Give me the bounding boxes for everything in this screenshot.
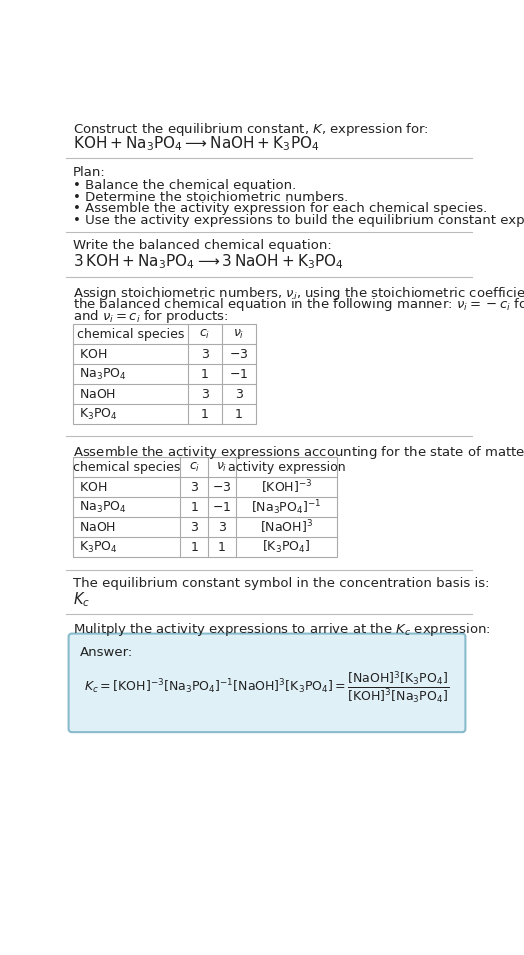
Text: $\nu_i$: $\nu_i$: [233, 328, 245, 341]
Text: $\mathrm{KOH + Na_3PO_4 \longrightarrow NaOH + K_3PO_4}$: $\mathrm{KOH + Na_3PO_4 \longrightarrow …: [73, 134, 320, 153]
Text: 1: 1: [190, 541, 198, 554]
Text: $\mathrm{KOH}$: $\mathrm{KOH}$: [80, 348, 107, 361]
Text: $\mathrm{K_3PO_4}$: $\mathrm{K_3PO_4}$: [80, 407, 118, 422]
Text: Construct the equilibrium constant, $K$, expression for:: Construct the equilibrium constant, $K$,…: [73, 120, 429, 138]
Text: activity expression: activity expression: [227, 460, 345, 474]
Text: Assemble the activity expressions accounting for the state of matter and $\nu_i$: Assemble the activity expressions accoun…: [73, 444, 524, 461]
FancyBboxPatch shape: [73, 457, 337, 558]
Text: 3: 3: [235, 388, 243, 400]
Text: $[\mathrm{Na_3PO_4}]^{-1}$: $[\mathrm{Na_3PO_4}]^{-1}$: [251, 498, 322, 517]
Text: $c_i$: $c_i$: [189, 460, 200, 474]
Text: Mulitply the activity expressions to arrive at the $K_c$ expression:: Mulitply the activity expressions to arr…: [73, 622, 491, 638]
Text: $[\mathrm{NaOH}]^{3}$: $[\mathrm{NaOH}]^{3}$: [260, 519, 313, 536]
Text: $-3$: $-3$: [212, 480, 232, 494]
Text: $c_i$: $c_i$: [199, 328, 211, 341]
Text: the balanced chemical equation in the following manner: $\nu_i = -c_i$ for react: the balanced chemical equation in the fo…: [73, 296, 524, 313]
Text: 3: 3: [190, 520, 198, 534]
Text: 3: 3: [201, 348, 209, 361]
Text: $K_c = [\mathrm{KOH}]^{-3}[\mathrm{Na_3PO_4}]^{-1}[\mathrm{NaOH}]^{3}[\mathrm{K_: $K_c = [\mathrm{KOH}]^{-3}[\mathrm{Na_3P…: [84, 668, 450, 705]
FancyBboxPatch shape: [69, 633, 465, 732]
Text: 3: 3: [201, 388, 209, 400]
Text: $[\mathrm{K_3PO_4}]$: $[\mathrm{K_3PO_4}]$: [262, 540, 311, 556]
Text: $\mathrm{3\,KOH + Na_3PO_4 \longrightarrow 3\,NaOH + K_3PO_4}$: $\mathrm{3\,KOH + Na_3PO_4 \longrightarr…: [73, 252, 344, 271]
Text: 1: 1: [201, 368, 209, 381]
Text: $\mathrm{K_3PO_4}$: $\mathrm{K_3PO_4}$: [80, 540, 118, 555]
Text: 3: 3: [190, 480, 198, 494]
Text: $K_c$: $K_c$: [73, 590, 90, 609]
FancyBboxPatch shape: [73, 324, 256, 424]
Text: $-1$: $-1$: [212, 500, 232, 514]
Text: • Balance the chemical equation.: • Balance the chemical equation.: [73, 180, 297, 192]
Text: Plan:: Plan:: [73, 166, 106, 180]
Text: Assign stoichiometric numbers, $\nu_i$, using the stoichiometric coefficients, $: Assign stoichiometric numbers, $\nu_i$, …: [73, 285, 524, 302]
Text: Answer:: Answer:: [80, 646, 133, 659]
Text: 3: 3: [218, 520, 226, 534]
Text: • Assemble the activity expression for each chemical species.: • Assemble the activity expression for e…: [73, 202, 487, 216]
Text: • Determine the stoichiometric numbers.: • Determine the stoichiometric numbers.: [73, 191, 348, 203]
Text: $\mathrm{Na_3PO_4}$: $\mathrm{Na_3PO_4}$: [80, 367, 127, 382]
Text: and $\nu_i = c_i$ for products:: and $\nu_i = c_i$ for products:: [73, 308, 229, 325]
Text: $[\mathrm{KOH}]^{-3}$: $[\mathrm{KOH}]^{-3}$: [260, 478, 312, 496]
Text: chemical species: chemical species: [73, 460, 180, 474]
Text: chemical species: chemical species: [77, 328, 184, 341]
Text: 1: 1: [218, 541, 226, 554]
Text: $\nu_i$: $\nu_i$: [216, 460, 228, 474]
Text: $\mathrm{KOH}$: $\mathrm{KOH}$: [80, 480, 107, 494]
Text: $-3$: $-3$: [230, 348, 249, 361]
Text: 1: 1: [201, 408, 209, 420]
Text: Write the balanced chemical equation:: Write the balanced chemical equation:: [73, 240, 332, 252]
Text: $\mathrm{NaOH}$: $\mathrm{NaOH}$: [80, 520, 116, 534]
Text: $\mathrm{Na_3PO_4}$: $\mathrm{Na_3PO_4}$: [80, 499, 127, 515]
Text: 1: 1: [190, 500, 198, 514]
Text: • Use the activity expressions to build the equilibrium constant expression.: • Use the activity expressions to build …: [73, 214, 524, 227]
Text: 1: 1: [235, 408, 243, 420]
Text: $-1$: $-1$: [230, 368, 249, 381]
Text: The equilibrium constant symbol in the concentration basis is:: The equilibrium constant symbol in the c…: [73, 578, 490, 590]
Text: $\mathrm{NaOH}$: $\mathrm{NaOH}$: [80, 388, 116, 400]
